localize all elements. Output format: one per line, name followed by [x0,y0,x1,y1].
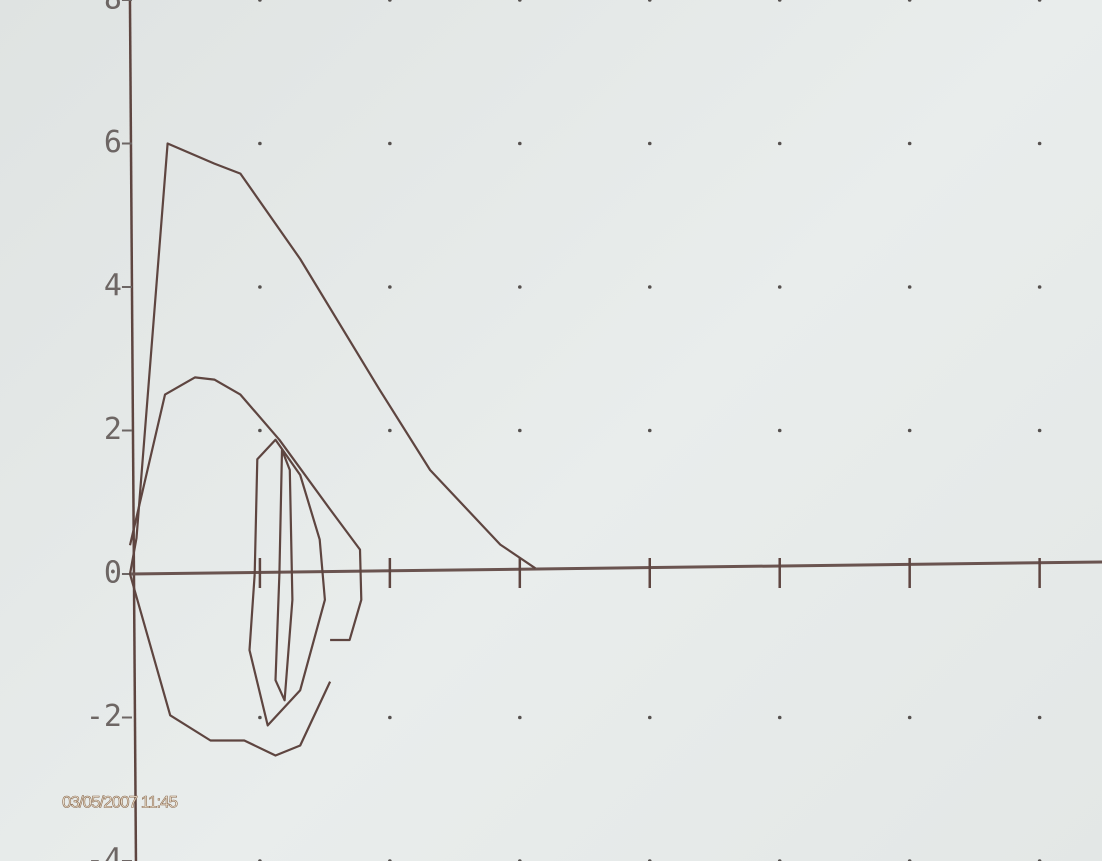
grid-dot [907,285,912,289]
grid-dot [258,285,262,289]
grid-dot [518,285,522,289]
grid-dot [1037,285,1042,289]
y-tick-label: 2 [104,412,122,447]
flow-volume-curve [128,142,537,575]
grid-dot [1037,715,1042,720]
grid-dot [388,0,392,2]
x-axis [129,560,1102,576]
flow-volume-curve [274,448,294,702]
grid-dot [258,0,262,2]
grid-dot [1037,141,1042,146]
grid-dot [777,715,782,720]
y-tick-label: 6 [104,125,122,160]
y-tick-label: 8 [104,0,122,17]
y-tick-label: 4 [104,269,122,304]
y-tick-label: 0 [104,556,122,591]
grid-dot [258,141,262,146]
grid-dot [777,141,782,146]
grid-dot [388,715,392,720]
grid-dot [388,141,392,146]
grid-dot [907,0,912,2]
grid-dot [518,715,522,720]
grid-dot [388,285,392,289]
grid-dot [518,0,522,2]
flow-volume-curve [128,573,332,757]
grid-dot [777,285,782,289]
grid-dot [647,428,652,433]
grid-dot [647,141,652,146]
grid-dot [1037,428,1042,433]
grid-dot [518,428,522,433]
y-tick-label: -4 [86,843,122,861]
grid-dot [907,428,912,433]
grid-dot [647,0,652,2]
flow-volume-curve [248,438,326,727]
timestamp: 03/05/2007 11:45 [62,792,178,811]
grid-dot [777,428,782,433]
grid-dot [777,0,782,2]
grid-dot [647,285,652,289]
flow-volume-curve [128,376,363,642]
grid-dot [258,715,262,720]
grid-dot [258,428,262,433]
y-tick-label: -2 [86,699,122,734]
grid-dot [1037,0,1042,2]
grid-dot [907,715,912,720]
grid-dot [907,141,912,146]
grid-dot [518,141,522,146]
grid-dot [388,428,392,433]
grid-dot [647,715,652,720]
